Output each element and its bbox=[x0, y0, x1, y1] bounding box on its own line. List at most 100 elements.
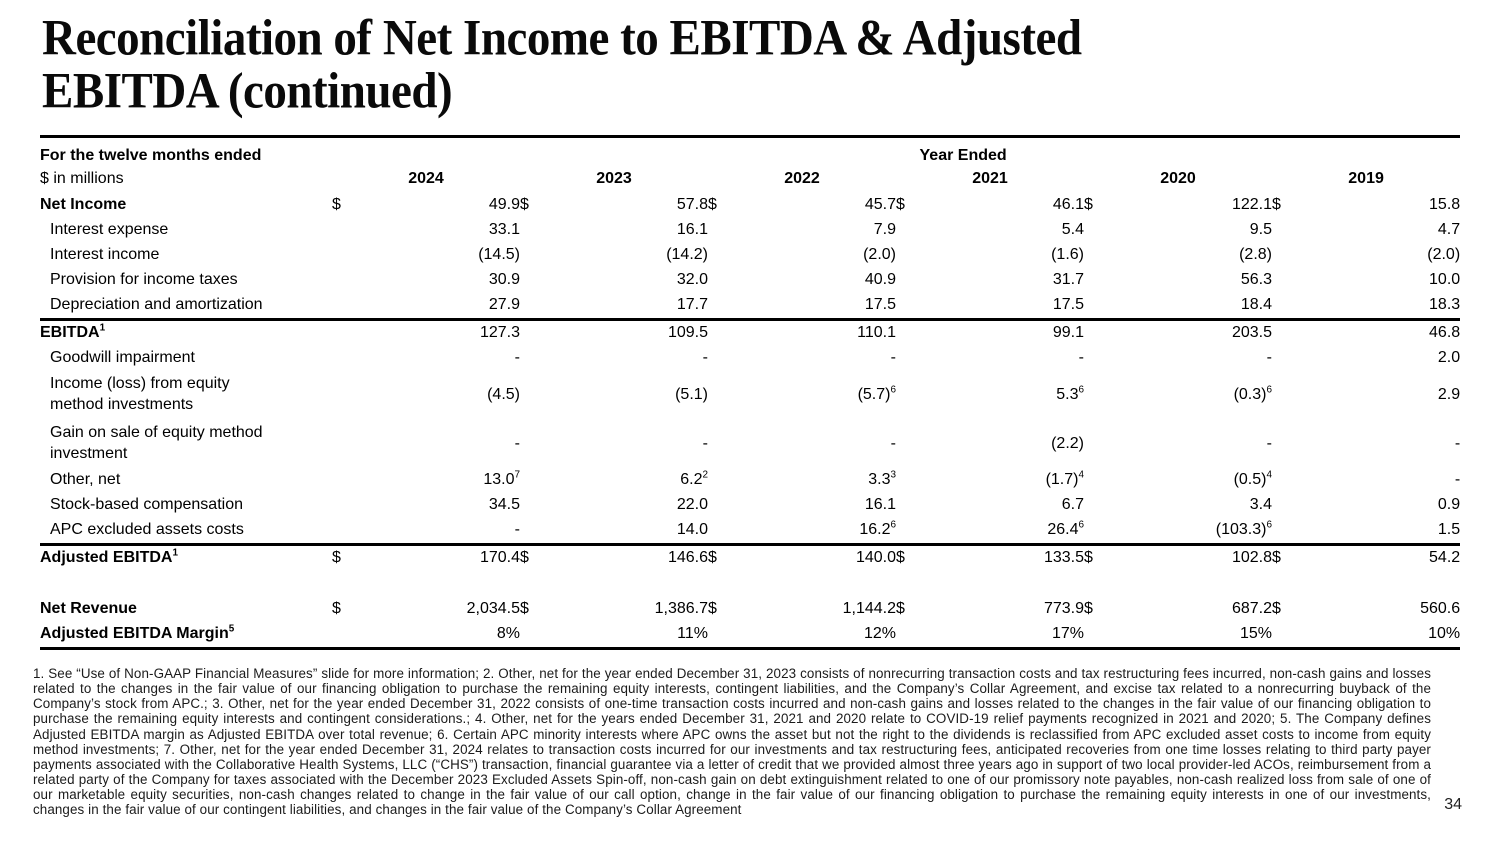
cell-value-text: 203.5 bbox=[1231, 324, 1272, 342]
dollar-sign: $ bbox=[896, 549, 905, 567]
cell-value-text: (5.7) bbox=[857, 386, 891, 404]
cell-value-text: 17.5 bbox=[864, 296, 896, 314]
cell-value: - bbox=[366, 346, 520, 371]
cell-value: - bbox=[554, 346, 708, 371]
dollar-sign bbox=[520, 371, 554, 420]
row-label: Provision for income taxes bbox=[40, 268, 332, 293]
reconciliation-table: For the twelve months ended Year Ended $… bbox=[40, 135, 1461, 650]
cell-value: - bbox=[366, 419, 520, 468]
footnote-ref: 1 bbox=[172, 548, 178, 560]
cell-value: 170.4 bbox=[366, 544, 520, 571]
row-label: EBITDA1 bbox=[40, 319, 332, 346]
cell-value-text: (14.2) bbox=[666, 246, 708, 264]
cell-value-text: (103.3) bbox=[1215, 521, 1267, 539]
cell-value-text: 27.9 bbox=[488, 296, 520, 314]
dollar-sign bbox=[332, 621, 366, 650]
dollar-sign bbox=[332, 292, 366, 321]
dollar-sign bbox=[1272, 419, 1306, 468]
footnote-ref: 3 bbox=[890, 470, 896, 482]
dollar-sign bbox=[1272, 346, 1306, 371]
slide: Reconciliation of Net Income to EBITDA &… bbox=[0, 10, 1500, 817]
cell-value-text: 56.3 bbox=[1240, 271, 1272, 289]
cell-value: (14.5) bbox=[366, 243, 520, 268]
page-title: Reconciliation of Net Income to EBITDA &… bbox=[42, 10, 1460, 119]
cell-value: - bbox=[742, 419, 896, 468]
cell-value-text: 10% bbox=[1428, 625, 1461, 643]
cell-value: 10% bbox=[1306, 621, 1461, 650]
cell-value-text: 45.7 bbox=[864, 196, 896, 214]
row-label-text: Net Revenue bbox=[40, 600, 137, 618]
cell-value: 16.1 bbox=[554, 218, 708, 243]
cell-value-text: 170.4 bbox=[479, 549, 520, 567]
year-header: 2022 bbox=[784, 169, 820, 187]
dollar-sign bbox=[1272, 371, 1306, 420]
footnote-ref: 6 bbox=[1266, 520, 1272, 532]
cell-value-text: 33.1 bbox=[488, 221, 520, 239]
cell-value-text: - bbox=[1266, 349, 1272, 367]
cell-value-text: 16.2 bbox=[859, 521, 891, 539]
cell-value: 17.5 bbox=[742, 292, 896, 321]
dollar-sign bbox=[708, 621, 742, 650]
cell-value-text: (14.5) bbox=[478, 246, 520, 264]
dollar-sign bbox=[1084, 493, 1118, 518]
dollar-sign bbox=[896, 319, 930, 346]
cell-value-text: 14.0 bbox=[676, 521, 708, 539]
cell-value-text: - bbox=[514, 521, 520, 539]
dollar-sign bbox=[1272, 292, 1306, 321]
dollar-sign bbox=[1272, 621, 1306, 650]
dollar-sign: $ bbox=[1084, 549, 1093, 567]
footnote-ref: 2 bbox=[702, 470, 708, 482]
cell-value: 1,144.2 bbox=[742, 597, 896, 622]
table-row: Net Income $49.9 $57.8 $45.7 $46.1 $122.1 $15.… bbox=[40, 193, 1460, 218]
cell-value: - bbox=[1306, 468, 1460, 493]
dollar-sign bbox=[520, 319, 554, 346]
dollar-sign bbox=[708, 371, 742, 420]
spacer-row bbox=[40, 571, 1460, 597]
dollar-sign bbox=[332, 243, 366, 268]
table-row: Provision for income taxes 30.9 32.0 40.9 31… bbox=[40, 268, 1460, 293]
cell-value-text: 1,144.2 bbox=[842, 600, 896, 618]
cell-value: - bbox=[930, 346, 1084, 371]
cell-value: 17% bbox=[930, 621, 1084, 650]
dollar-sign bbox=[332, 419, 366, 468]
dollar-sign: $ bbox=[1272, 549, 1281, 567]
dollar-sign bbox=[896, 292, 930, 321]
cell-value: - bbox=[554, 419, 708, 468]
table-row: Adjusted EBITDA Margin5 8% 11% 12% 17% 15% 10% bbox=[40, 621, 1461, 650]
footnote-ref: 6 bbox=[1078, 520, 1084, 532]
dollar-sign: $ bbox=[332, 196, 341, 214]
cell-value: 687.2 bbox=[1118, 597, 1272, 622]
table-row: Interest expense 33.1 16.1 7.9 5.4 9.5 4.7 bbox=[40, 218, 1460, 243]
cell-value-text: - bbox=[1078, 349, 1084, 367]
dollar-sign bbox=[708, 218, 742, 243]
cell-value: 14.0 bbox=[554, 517, 708, 546]
cell-value: (0.5)4 bbox=[1118, 468, 1272, 493]
cell-value: 31.7 bbox=[930, 268, 1084, 293]
row-label-text: Net Income bbox=[40, 196, 127, 214]
cell-value: (5.1) bbox=[554, 371, 708, 420]
cell-value-text: 110.1 bbox=[857, 324, 896, 342]
dollar-sign bbox=[520, 419, 554, 468]
dollar-sign bbox=[708, 468, 742, 493]
dollar-sign bbox=[1272, 468, 1306, 493]
cell-value: 15% bbox=[1118, 621, 1272, 650]
cell-value-text: 17.5 bbox=[1052, 296, 1084, 314]
dollar-sign bbox=[520, 493, 554, 518]
row-label: APC excluded assets costs bbox=[40, 517, 332, 546]
cell-value-text: 54.2 bbox=[1429, 549, 1461, 567]
cell-value-text: 49.9 bbox=[488, 196, 520, 214]
dollar-sign bbox=[896, 517, 930, 546]
cell-value: 99.1 bbox=[930, 319, 1084, 346]
cell-value: 3.33 bbox=[742, 468, 896, 493]
row-label: Depreciation and amortization bbox=[40, 292, 332, 321]
cell-value: 15.8 bbox=[1306, 193, 1460, 218]
cell-value-text: (1.7) bbox=[1045, 471, 1079, 489]
row-label-text: Provision for income taxes bbox=[50, 271, 238, 289]
cell-value: 7.9 bbox=[742, 218, 896, 243]
cell-value: 11% bbox=[554, 621, 708, 650]
row-label: Gain on sale of equity method investment bbox=[40, 419, 332, 468]
dollar-sign bbox=[896, 243, 930, 268]
cell-value: 17.7 bbox=[554, 292, 708, 321]
cell-value-text: 687.2 bbox=[1231, 600, 1272, 618]
cell-value: 10.0 bbox=[1306, 268, 1460, 293]
